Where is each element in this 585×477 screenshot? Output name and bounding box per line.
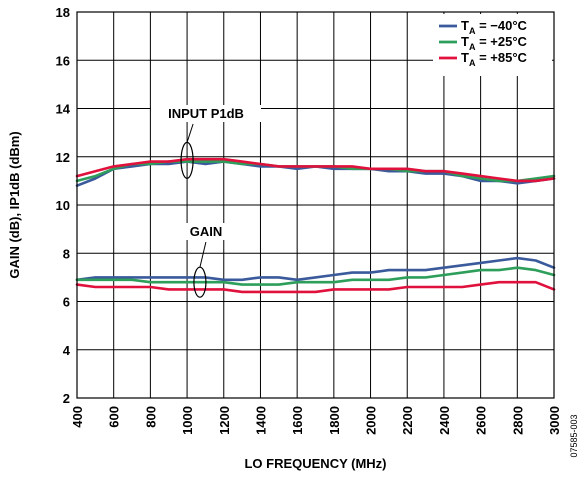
y-tick-label: 4 [63, 343, 71, 358]
legend-entry-main: T [461, 34, 469, 49]
legend-entry-suffix: = +85°C [475, 50, 527, 65]
gain-label-backing [181, 223, 231, 240]
legend-entry: TA = −40°C [461, 18, 528, 36]
gain-series-line [75, 280, 556, 294]
chart-legend: TA = −40°CTA = +25°CTA = +85°C [433, 14, 552, 76]
legend-background [433, 14, 552, 76]
y-axis-label: GAIN (dB), IP1dB (dBm) [7, 131, 22, 278]
y-tick-label: 14 [56, 102, 71, 117]
x-tick-label: 2600 [474, 406, 489, 435]
plot-area-frame [76, 11, 555, 399]
x-tick-label: 400 [70, 406, 85, 428]
p1db-label-backing [151, 105, 261, 122]
legend-entry-main: T [461, 50, 469, 65]
gain-series-line [75, 266, 556, 286]
y-tick-label: 10 [56, 198, 70, 213]
x-tick-label: 2800 [510, 406, 525, 435]
x-tick-label: 1800 [327, 406, 342, 435]
y-tick-label: 16 [56, 53, 70, 68]
x-tick-label: 1200 [217, 406, 232, 435]
y-tick-label: 6 [63, 295, 70, 310]
legend-entry: TA = +85°C [461, 50, 528, 68]
gain-annotation: GAIN [190, 224, 223, 239]
input-p1db-annotation: INPUT P1dB [168, 106, 244, 121]
gain-series-line [75, 256, 556, 282]
y-tick-label: 12 [56, 150, 70, 165]
x-tick-label: 1400 [253, 406, 268, 435]
x-tick-label: 2400 [437, 406, 452, 435]
figure-id: 07585-003 [569, 414, 579, 457]
chart-tick-labels: 400 600 800 1000 1200 1400 1600 1800 2000 2200 240… [56, 5, 562, 435]
legend-entry-main: T [461, 18, 469, 33]
y-tick-label: 8 [63, 246, 70, 261]
x-tick-label: 3000 [547, 406, 562, 435]
x-tick-label: 2000 [364, 406, 379, 435]
chart-series [75, 157, 556, 294]
input-p1db-series-line [75, 160, 556, 183]
legend-entry-subscript: A [469, 42, 476, 52]
legend-entry-suffix: = +25°C [475, 34, 527, 49]
legend-entry-subscript: A [469, 58, 476, 68]
input-p1db-series-line [75, 157, 556, 183]
x-tick-label: 1600 [290, 406, 305, 435]
x-tick-label: 2200 [400, 406, 415, 435]
legend-entry-subscript: A [469, 26, 476, 36]
x-tick-label: 1000 [180, 406, 195, 435]
chart-annotation-ellipses [180, 123, 207, 298]
x-axis-label: LO FREQUENCY (MHz) [244, 456, 386, 471]
gain-leader-line [199, 241, 207, 268]
legend-entry-suffix: = −40°C [475, 18, 527, 33]
y-tick-label: 18 [56, 5, 70, 20]
x-tick-label: 600 [107, 406, 122, 428]
x-tick-label: 800 [143, 406, 158, 428]
y-tick-label: 2 [63, 391, 70, 406]
p1db-leader-line [186, 123, 194, 143]
legend-entry: TA = +25°C [461, 34, 528, 52]
